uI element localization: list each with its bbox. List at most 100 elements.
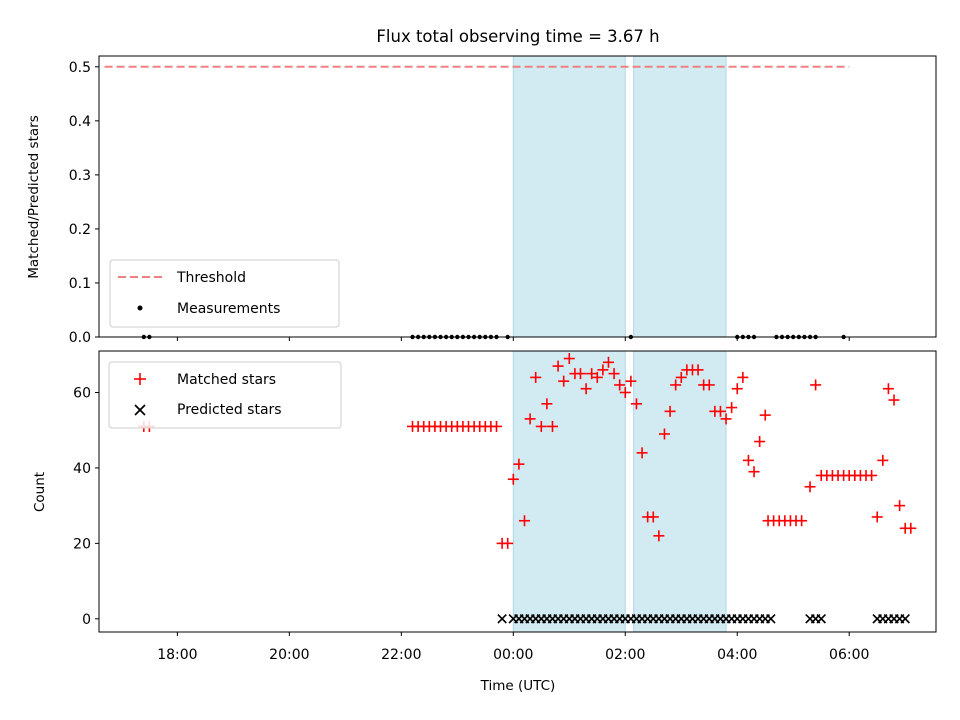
top-xticks-group xyxy=(176,337,850,341)
matched-legend-label: Matched stars xyxy=(177,372,276,388)
bottom-xtick-label: 04:00 xyxy=(717,647,757,663)
matched-point xyxy=(507,473,519,485)
bottom-ytick-label: 60 xyxy=(73,385,91,401)
matched-point xyxy=(894,500,906,512)
x-axis-label: Time (UTC) xyxy=(480,678,556,694)
bottom-ytick-label: 20 xyxy=(73,536,91,552)
matched-point xyxy=(563,353,575,365)
top-ytick-label: 0.5 xyxy=(69,60,91,76)
top-shading-group xyxy=(512,55,727,338)
top-legend-box xyxy=(109,259,340,328)
matched-point xyxy=(748,466,760,478)
matched-point xyxy=(541,398,553,410)
matched-point xyxy=(597,364,609,376)
predicted-point xyxy=(816,614,826,624)
matched-point xyxy=(502,537,514,549)
matched-point xyxy=(888,394,900,406)
matched-point xyxy=(871,511,883,523)
bottom-xtick-label: 22:00 xyxy=(381,647,421,663)
top-yaxis-group: 0.0 0.1 0.2 0.3 0.4 0.5 xyxy=(69,60,99,346)
matched-point xyxy=(759,409,771,421)
bottom-xtick-label: 02:00 xyxy=(605,647,645,663)
matched-point xyxy=(524,413,536,425)
matched-point xyxy=(636,447,648,459)
bottom-yaxis-group: 0 20 40 60 xyxy=(73,385,99,628)
top-ytick-label: 0.1 xyxy=(69,276,91,292)
predicted-points-group xyxy=(497,614,910,624)
bottom-xtick-label: 20:00 xyxy=(269,647,309,663)
predicted-legend-label: Predicted stars xyxy=(177,402,282,418)
matched-point xyxy=(664,405,676,417)
measurements-legend-swatch xyxy=(137,305,143,311)
matched-point xyxy=(796,515,808,527)
bottom-xtick-label: 06:00 xyxy=(829,647,869,663)
matched-point xyxy=(614,379,626,391)
matched-point xyxy=(658,428,670,440)
bottom-ylabel: Count xyxy=(32,472,48,512)
predicted-legend-swatch xyxy=(134,404,146,416)
matched-point xyxy=(754,436,766,448)
bottom-xtick-label: 00:00 xyxy=(493,647,533,663)
matched-point xyxy=(546,420,558,432)
matched-point xyxy=(630,398,642,410)
bottom-panel: 0 20 40 60 18:00 20:00 22:00 00:00 02:00 04:00 06… xyxy=(32,350,937,694)
top-legend: Threshold Measurements xyxy=(109,259,340,328)
top-ytick-label: 0.3 xyxy=(69,168,91,184)
matched-point xyxy=(513,458,525,470)
top-ylabel: Matched/Predicted stars xyxy=(26,115,42,278)
predicted-point xyxy=(900,614,910,624)
matched-point xyxy=(675,371,687,383)
matched-point xyxy=(810,379,822,391)
matched-point xyxy=(608,368,620,380)
matched-point xyxy=(518,515,530,527)
bottom-ytick-label: 40 xyxy=(73,461,91,477)
top-ytick-label: 0.4 xyxy=(69,114,91,130)
bottom-legend: Matched stars Predicted stars xyxy=(108,361,342,429)
bottom-xaxis-group: 18:00 20:00 22:00 00:00 02:00 04:00 06:00 xyxy=(157,632,869,663)
matched-point xyxy=(602,356,614,368)
matched-point xyxy=(591,371,603,383)
matched-point xyxy=(530,371,542,383)
matched-point xyxy=(625,375,637,387)
matched-legend-swatch xyxy=(134,373,146,385)
predicted-point xyxy=(497,614,507,624)
matched-point xyxy=(742,454,754,466)
matched-point xyxy=(558,375,570,387)
matched-point xyxy=(726,402,738,414)
top-panel-frame xyxy=(98,55,937,338)
matched-point xyxy=(653,530,665,542)
threshold-legend-label: Threshold xyxy=(176,270,246,286)
matched-point xyxy=(619,386,631,398)
top-ytick-label: 0.0 xyxy=(69,330,91,346)
measurements-legend-label: Measurements xyxy=(177,301,280,317)
matched-point xyxy=(714,405,726,417)
matched-point xyxy=(720,413,732,425)
bottom-panel-frame xyxy=(98,350,937,633)
matched-point xyxy=(703,379,715,391)
matched-point xyxy=(866,469,878,481)
matched-point xyxy=(535,420,547,432)
matched-point xyxy=(905,522,917,534)
matched-point xyxy=(586,368,598,380)
shaded-interval-0 xyxy=(512,350,626,633)
top-panel: 0.0 0.1 0.2 0.3 0.4 0.5 Matched/Predicted sta… xyxy=(26,55,937,346)
matched-point xyxy=(491,420,503,432)
matched-point xyxy=(882,383,894,395)
matched-point xyxy=(580,383,592,395)
bottom-legend-box xyxy=(108,361,342,429)
bottom-xtick-label: 18:00 xyxy=(157,647,197,663)
bottom-shading-group xyxy=(512,350,727,633)
chart-title: Flux total observing time = 3.67 h xyxy=(376,27,659,46)
matched-point xyxy=(552,360,564,372)
shaded-interval-0 xyxy=(512,55,626,338)
matched-point xyxy=(737,371,749,383)
matched-point xyxy=(877,454,889,466)
matched-point xyxy=(647,511,659,523)
shaded-interval-1 xyxy=(633,55,727,338)
matched-point xyxy=(731,383,743,395)
matched-point xyxy=(804,481,816,493)
predicted-point xyxy=(766,614,776,624)
matched-point xyxy=(670,379,682,391)
matched-point xyxy=(574,368,586,380)
